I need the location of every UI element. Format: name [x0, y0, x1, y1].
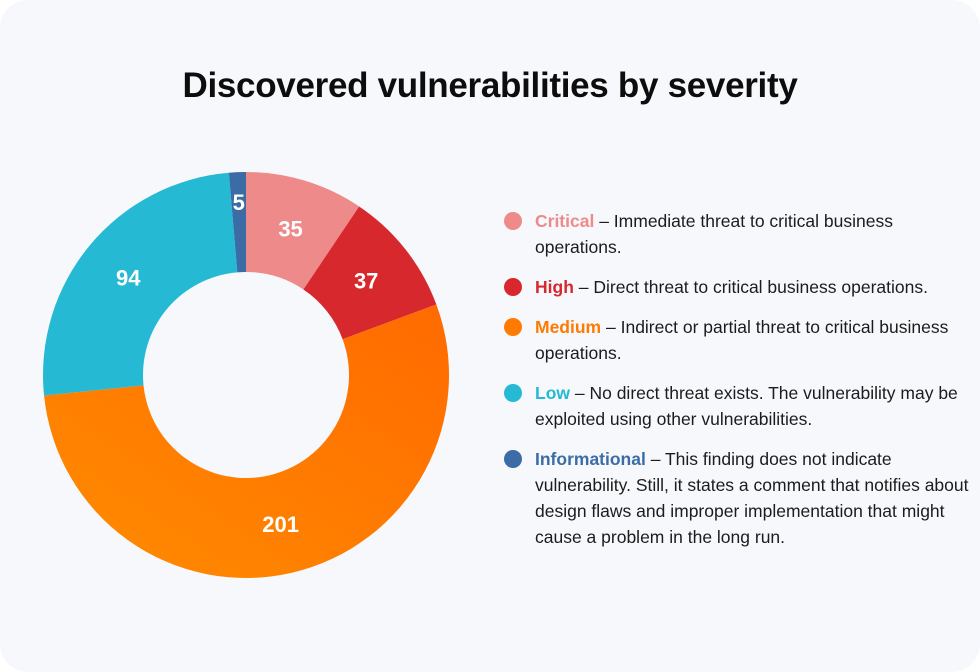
legend-item-low: Low – No direct threat exists. The vulne… — [504, 380, 974, 432]
legend-description: Immediate threat to critical business op… — [535, 211, 893, 257]
legend-item-informational: Informational – This finding does not in… — [504, 446, 974, 550]
legend-item-high: High – Direct threat to critical busines… — [504, 274, 974, 300]
data-label-low: 94 — [116, 265, 141, 290]
legend-item-medium: Medium – Indirect or partial threat to c… — [504, 314, 974, 366]
legend-marker-icon — [504, 212, 522, 230]
legend-name: Low — [535, 383, 570, 403]
legend-name: Medium — [535, 317, 602, 337]
legend-separator: – — [601, 317, 621, 337]
legend-name: High — [535, 277, 574, 297]
legend-description: Indirect or partial threat to critical b… — [535, 317, 949, 363]
data-label-informational: 5 — [233, 190, 245, 215]
legend-name: Informational — [535, 449, 646, 469]
legend-item-critical: Critical – Immediate threat to critical … — [504, 208, 974, 260]
legend-description: No direct threat exists. The vulnerabili… — [535, 383, 958, 429]
legend-separator: – — [594, 211, 614, 231]
data-label-critical: 35 — [278, 217, 302, 242]
segment-informational — [228, 172, 246, 273]
data-label-medium: 201 — [262, 512, 299, 537]
legend-separator: – — [645, 449, 665, 469]
segment-low — [43, 172, 238, 396]
segment-medium — [44, 304, 450, 579]
data-label-high: 37 — [354, 268, 378, 293]
legend-description: This finding does not indicate vulnerabi… — [535, 449, 969, 547]
legend-name: Critical — [535, 211, 595, 231]
legend: Critical – Immediate threat to critical … — [504, 208, 974, 564]
chart-title: Discovered vulnerabilities by severity — [182, 66, 798, 105]
legend-marker-icon — [504, 278, 522, 296]
segment-high — [303, 206, 437, 340]
segment-critical — [246, 172, 360, 290]
legend-separator: – — [570, 383, 590, 403]
legend-separator: – — [573, 277, 594, 297]
legend-marker-icon — [504, 384, 522, 402]
legend-marker-icon — [504, 450, 522, 468]
legend-marker-icon — [504, 318, 522, 336]
legend-description: Direct threat to critical business opera… — [593, 277, 928, 297]
